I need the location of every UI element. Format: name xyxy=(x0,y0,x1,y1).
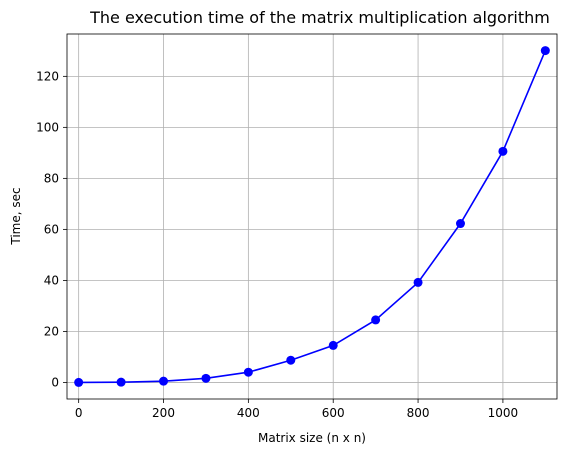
x-tick-label: 200 xyxy=(152,406,175,420)
y-tick-label: 40 xyxy=(44,273,59,287)
x-axis-label: Matrix size (n x n) xyxy=(258,431,366,445)
data-point xyxy=(413,277,423,287)
y-tick-label: 60 xyxy=(44,222,59,236)
x-tick-label: 1000 xyxy=(488,406,519,420)
y-axis-label: Time, sec xyxy=(9,187,23,245)
x-tick-label: 600 xyxy=(322,406,345,420)
data-point xyxy=(371,315,381,325)
x-tick-label: 400 xyxy=(237,406,260,420)
data-point xyxy=(243,367,253,377)
y-tick-label: 0 xyxy=(51,375,59,389)
data-point xyxy=(540,46,550,56)
data-point xyxy=(116,377,126,387)
data-points xyxy=(74,46,550,387)
data-point xyxy=(286,355,296,365)
x-tick-label: 0 xyxy=(75,406,83,420)
grid xyxy=(67,34,557,399)
y-tick-label: 80 xyxy=(44,171,59,185)
x-tick-label: 800 xyxy=(407,406,430,420)
y-tick-label: 20 xyxy=(44,324,59,338)
data-point xyxy=(74,377,84,387)
data-point xyxy=(201,373,211,383)
data-point xyxy=(328,340,338,350)
data-point xyxy=(159,376,169,386)
plot-frame xyxy=(66,33,558,400)
chart-title: The execution time of the matrix multipl… xyxy=(89,8,550,27)
y-tick-label: 120 xyxy=(36,69,59,83)
series-line xyxy=(78,50,547,384)
data-point xyxy=(498,146,508,156)
y-axis-ticks: 0 20 40 60 80 100 120 xyxy=(36,69,67,389)
x-axis-ticks: 0 200 400 600 800 1000 xyxy=(75,399,518,420)
data-point xyxy=(455,219,465,229)
y-tick-label: 100 xyxy=(36,120,59,134)
